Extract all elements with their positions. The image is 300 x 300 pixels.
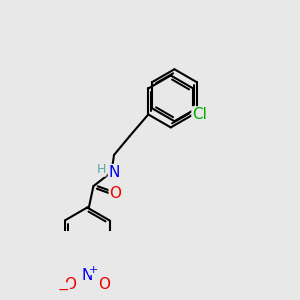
Text: O: O bbox=[64, 277, 76, 292]
Text: O: O bbox=[98, 277, 110, 292]
Text: N: N bbox=[82, 268, 93, 283]
Text: +: + bbox=[89, 265, 98, 275]
Text: O: O bbox=[109, 186, 121, 201]
Text: Cl: Cl bbox=[192, 107, 207, 122]
Text: H: H bbox=[96, 163, 106, 176]
Text: N: N bbox=[108, 165, 120, 180]
Text: −: − bbox=[58, 283, 70, 297]
